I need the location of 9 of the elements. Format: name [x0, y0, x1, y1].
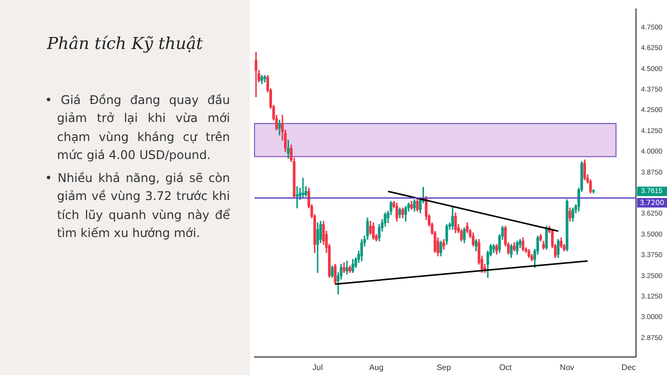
x-tick-label: Dec — [622, 363, 636, 372]
x-tick-label: Jul — [312, 363, 323, 372]
x-tick-label: Aug — [369, 363, 384, 372]
text: • Giá Đồng đang quay đầu giảm trở lại khi vừa mới chạm vùng kháng cự trên mức giá 4.00 USD/pound. — [45, 92, 230, 164]
text: • Nhiều khả năng, giá sẽ còn giảm về vùng 3.72 trước khi tích lũy quanh vùng này để tìm kiếm xu hướng mới. — [45, 170, 230, 242]
x-tick-label: Oct — [499, 363, 512, 372]
x-tick-label: Nov — [560, 363, 574, 372]
x-tick-label: Sep — [436, 363, 452, 372]
text: Phân tích Kỹ thuật — [47, 34, 203, 53]
